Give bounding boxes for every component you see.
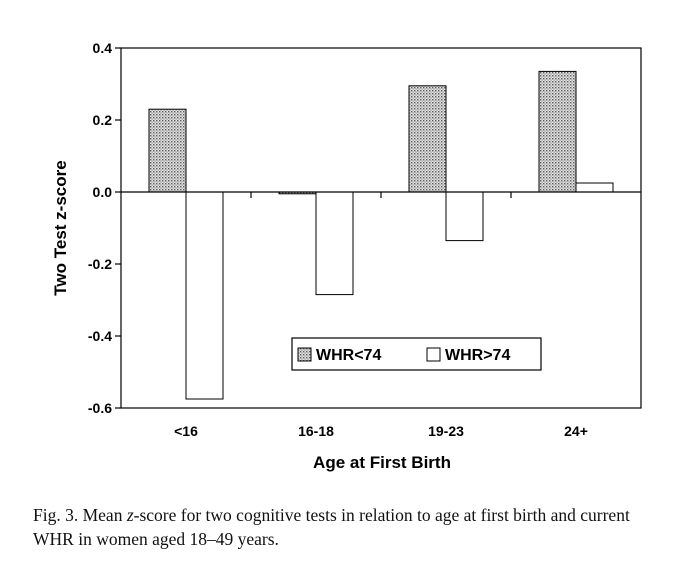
bar-whr-gt74 [185, 191, 224, 400]
x-tick-label: 19-23 [428, 423, 464, 439]
y-tick-label: 0.0 [93, 184, 113, 200]
bar-whr-gt74 [315, 191, 354, 296]
legend-swatch-whr-gt74 [426, 347, 441, 362]
bar-whr-gt74 [445, 191, 484, 242]
caption-suffix: -score for two cognitive tests in relati… [33, 505, 630, 549]
x-tick-label: <16 [174, 423, 198, 439]
plot-frame [120, 47, 642, 409]
x-axis-title: Age at First Birth [313, 453, 451, 472]
legend-label-whr-gt74: WHR>74 [445, 347, 510, 364]
caption-italic: z [126, 505, 134, 525]
x-axis-ticks: <16 16-18 19-23 24+ [174, 192, 588, 439]
x-tick-label: 24+ [564, 423, 588, 439]
y-axis-ticks: 0.4 0.2 0.0 -0.2 -0.4 -0.6 [88, 40, 121, 416]
y-tick-label: -0.4 [88, 328, 112, 344]
bar-whr-lt74 [148, 108, 187, 193]
figure-caption: Fig. 3. Mean z-score for two cognitive t… [33, 503, 663, 551]
y-tick-label: 0.4 [93, 40, 113, 56]
y-tick-label: -0.6 [88, 400, 112, 416]
bars [148, 70, 614, 400]
bar-whr-gt74 [575, 182, 614, 193]
bar-whr-lt74 [538, 70, 577, 193]
y-tick-label: 0.2 [93, 112, 113, 128]
chart: 0.4 0.2 0.0 -0.2 -0.4 -0.6 <16 16-18 19-23 24+ T… [51, 40, 642, 472]
legend-swatch-whr-lt74 [297, 347, 312, 362]
legend-box [291, 337, 542, 371]
bar-chart: 0.4 0.2 0.0 -0.2 -0.4 -0.6 <16 16-18 19-23 24+ T… [51, 40, 642, 472]
y-axis-title: Two Test z-score [51, 160, 70, 295]
x-tick-label: 16-18 [298, 423, 334, 439]
caption-prefix: Fig. 3. Mean [33, 505, 127, 525]
legend: WHR<74 WHR>74 [291, 337, 542, 371]
y-tick-label: -0.2 [88, 256, 112, 272]
legend-label-whr-lt74: WHR<74 [316, 347, 381, 364]
bar-whr-lt74 [408, 85, 447, 193]
